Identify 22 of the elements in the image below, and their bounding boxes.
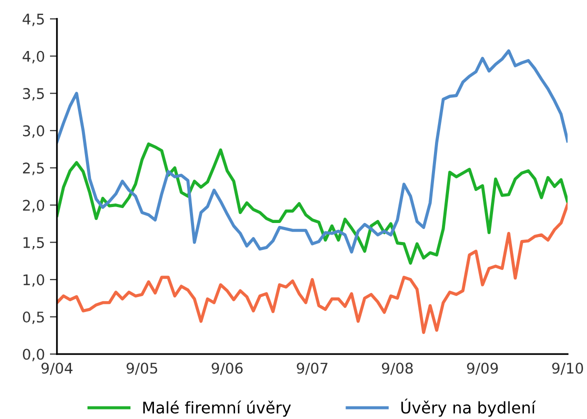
y-tick-label: 0,5	[22, 312, 44, 324]
line-series	[56, 202, 568, 334]
line-series	[56, 142, 568, 265]
y-tick-label: 0,0	[22, 348, 44, 362]
legend-label: Úvěry na bydlení	[401, 398, 536, 417]
y-tick-label: 3,0	[23, 125, 44, 138]
x-tick-label: 9/09	[467, 362, 498, 375]
x-tick-label: 9/05	[126, 362, 158, 375]
y-tick-label: 4,0	[22, 50, 44, 64]
x-tick-label: 9/07	[296, 362, 328, 375]
y-tick-label: 4,5	[22, 14, 44, 26]
x-tick-label: 9/04	[41, 362, 72, 375]
y-tick-label: 1,0	[24, 274, 44, 287]
line-series	[56, 49, 568, 254]
x-tick-label: 9/06	[212, 362, 243, 375]
legend-label: Malé firemní úvěry	[143, 400, 291, 417]
y-tick-label: 2,5	[23, 162, 44, 176]
y-tick-label: 3,5	[23, 88, 44, 101]
x-tick-label: 9/08	[382, 362, 413, 375]
y-tick-label: 2,0	[23, 200, 44, 212]
x-tick-label: 9/10	[552, 362, 584, 375]
y-tick-label: 1,5	[24, 237, 44, 250]
